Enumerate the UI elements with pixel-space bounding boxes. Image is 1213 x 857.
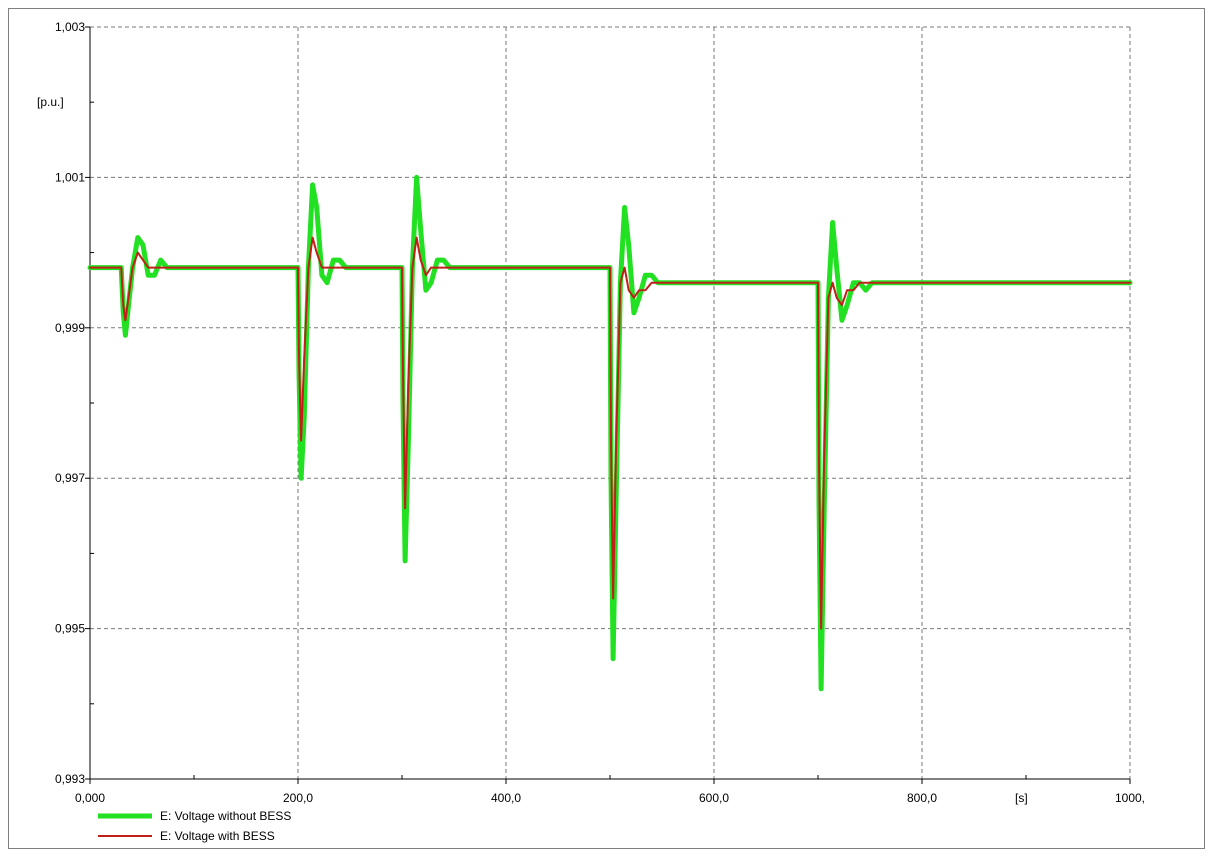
legend-label-1: E: Voltage without BESS (160, 809, 291, 823)
y-tick-label: 0,995 (55, 622, 85, 636)
outer-border (8, 8, 1205, 849)
x-tick-label: 600,0 (699, 791, 729, 805)
x-tick-label: 400,0 (491, 791, 521, 805)
y-tick-label: 1,001 (55, 170, 85, 184)
series-line-2 (89, 236, 1131, 630)
y-tick-label: 0,999 (55, 321, 85, 335)
tick-labels: 0,000 200,0 400,0 600,0 800,0 1000, 0,993 0,995… (55, 20, 1145, 805)
x-tick-label: 800,0 (907, 791, 937, 805)
y-unit-label: [p.u.] (37, 95, 64, 109)
x-tick-label: 0,000 (75, 791, 105, 805)
axes (85, 26, 1131, 784)
y-tick-label: 1,003 (55, 20, 85, 34)
x-tick-label: 1000, (1115, 791, 1145, 805)
y-tick-label: 0,993 (55, 772, 85, 786)
legend-label-2: E: Voltage with BESS (160, 829, 275, 843)
x-unit-label: [s] (1015, 791, 1028, 805)
x-tick-label: 200,0 (283, 791, 313, 805)
y-tick-label: 0,997 (55, 471, 85, 485)
minor-ticks (90, 101, 1027, 779)
legend: E: Voltage without BESS E: Voltage with B… (98, 809, 291, 843)
series (87, 174, 1133, 692)
